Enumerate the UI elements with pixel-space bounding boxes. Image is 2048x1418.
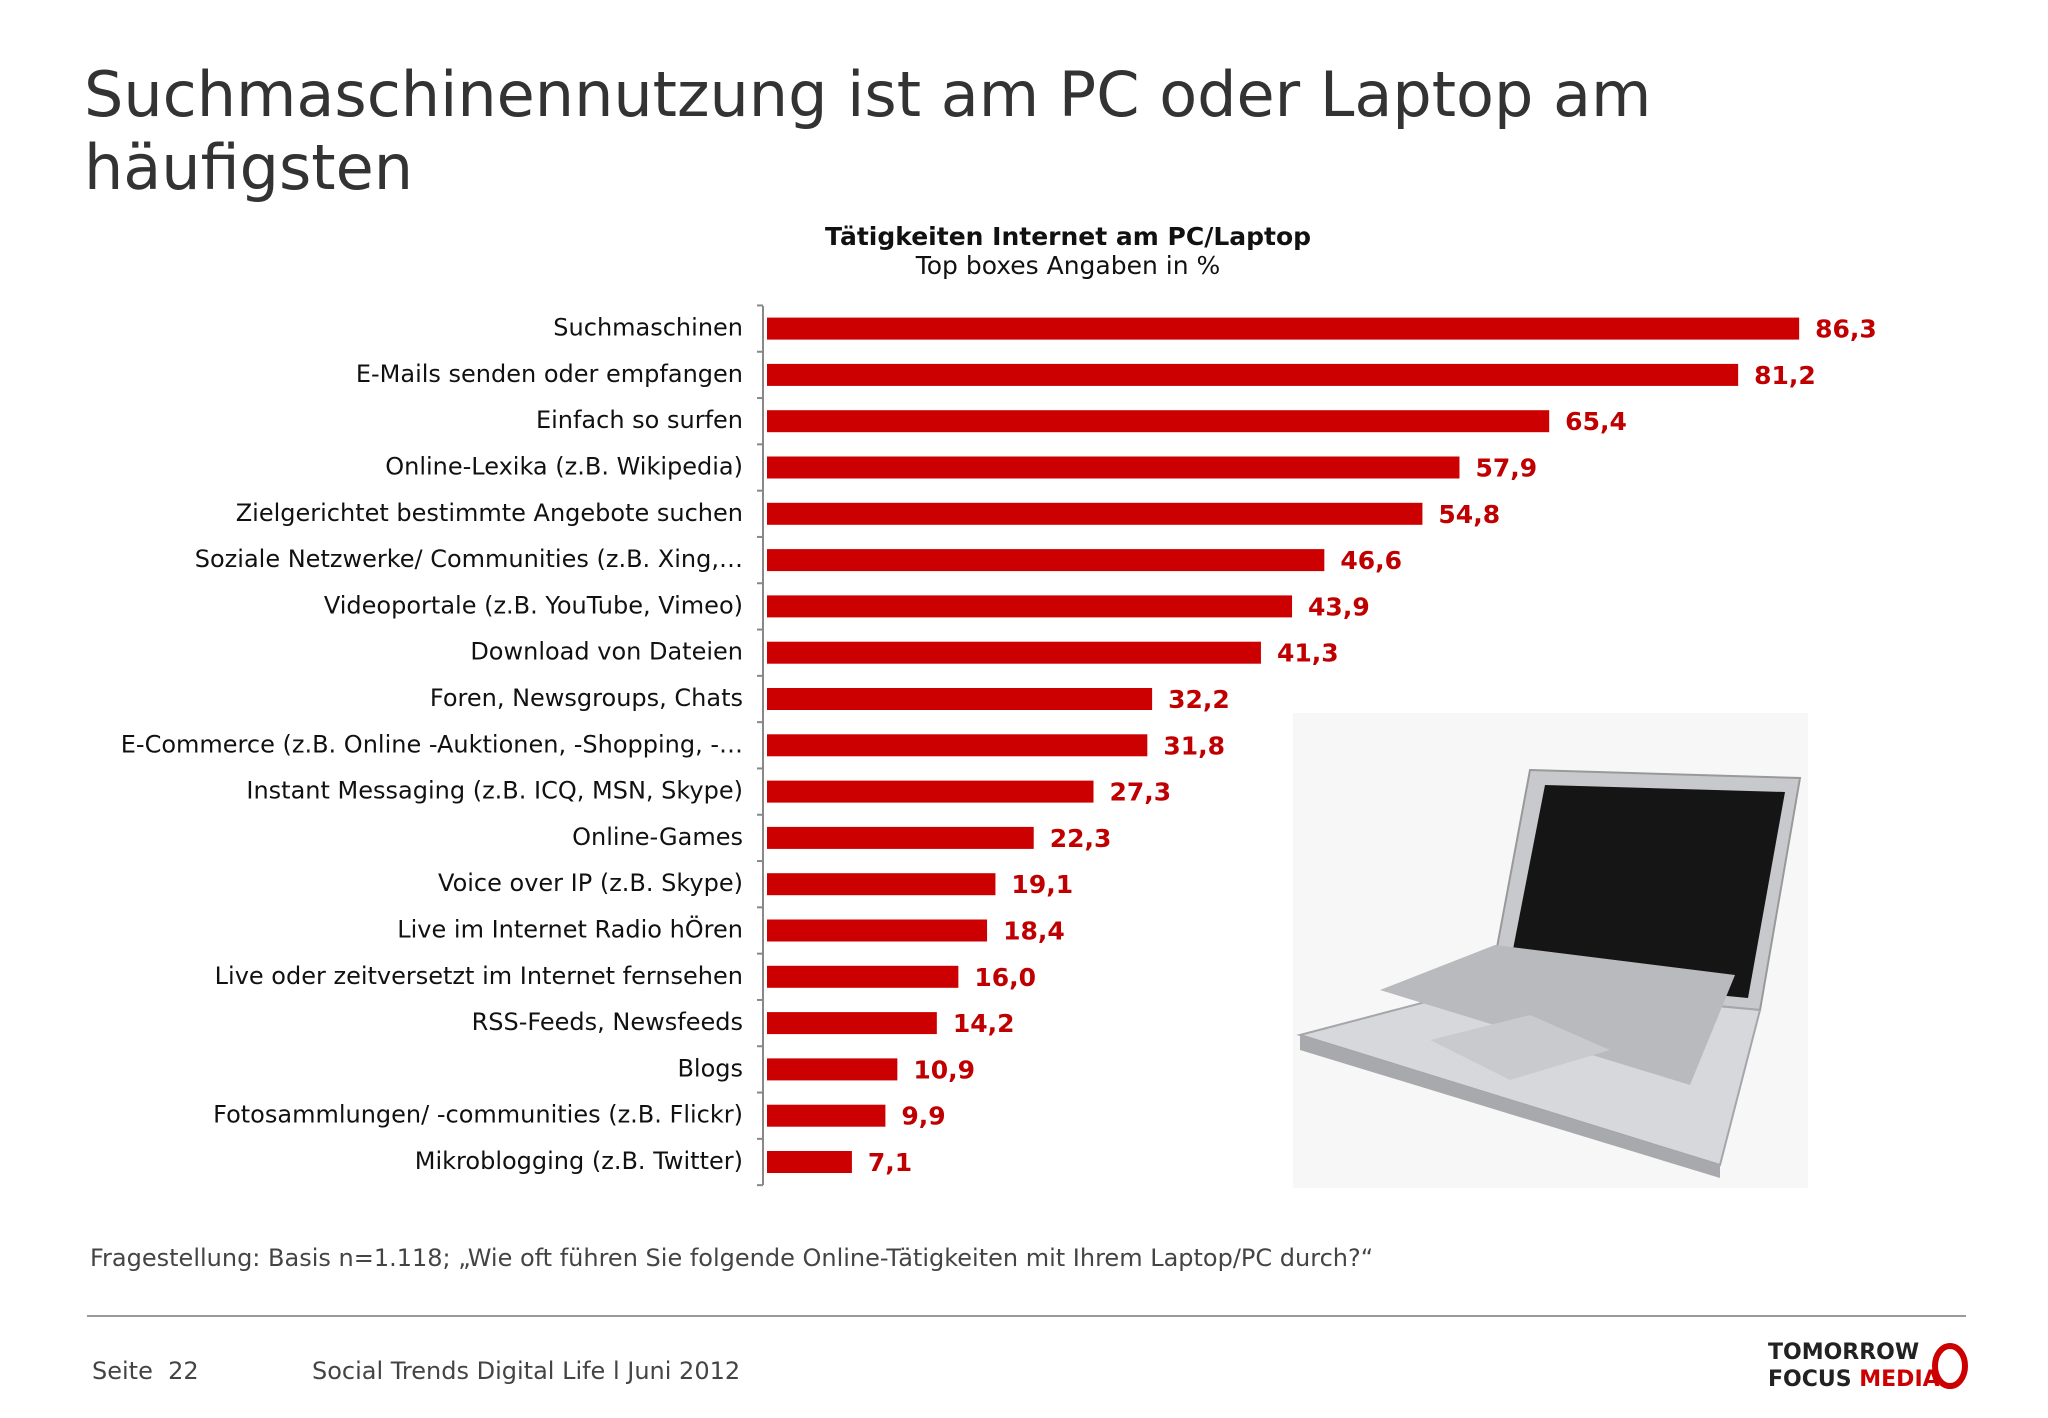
category-label: E-Commerce (z.B. Online -Auktionen, -Sho… <box>121 730 743 758</box>
value-label: 46,6 <box>1340 546 1402 575</box>
value-label: 57,9 <box>1475 454 1537 483</box>
category-label: Download von Dateien <box>470 638 743 666</box>
bar <box>767 688 1153 710</box>
category-label: Live oder zeitversetzt im Internet ferns… <box>215 962 743 990</box>
bar <box>767 641 1261 664</box>
bar <box>767 1151 852 1173</box>
footer-source: Social Trends Digital Life l Juni 2012 <box>312 1357 740 1385</box>
bar <box>767 456 1460 479</box>
value-label: 10,9 <box>913 1055 975 1084</box>
category-label: Online-Lexika (z.B. Wikipedia) <box>385 453 743 481</box>
value-label: 65,4 <box>1565 407 1627 436</box>
value-label: 16,0 <box>974 963 1036 992</box>
category-label: Fotosammlungen/ -communities (z.B. Flick… <box>213 1101 743 1129</box>
logo-mark <box>1932 1343 1968 1389</box>
value-label: 19,1 <box>1011 870 1073 899</box>
category-label: Einfach so surfen <box>536 406 743 434</box>
chart-title: Tätigkeiten Internet am PC/Laptop <box>825 222 1311 251</box>
chart-subtitle: Top boxes Angaben in % <box>915 251 1221 280</box>
laptop-image <box>1293 713 1808 1188</box>
bar <box>767 919 988 942</box>
bar <box>767 873 996 896</box>
value-label: 81,2 <box>1754 361 1816 390</box>
category-label: Soziale Netzwerke/ Communities (z.B. Xin… <box>195 545 743 573</box>
value-label: 54,8 <box>1438 500 1500 529</box>
value-label: 22,3 <box>1050 824 1112 853</box>
category-label: Instant Messaging (z.B. ICQ, MSN, Skype) <box>246 777 743 805</box>
value-label: 43,9 <box>1308 592 1370 621</box>
bar <box>767 317 1800 340</box>
bar <box>767 1012 937 1035</box>
bar <box>767 502 1423 525</box>
bar <box>767 965 959 988</box>
category-label: Voice over IP (z.B. Skype) <box>438 869 743 897</box>
bar <box>767 780 1094 803</box>
category-label: Mikroblogging (z.B. Twitter) <box>415 1147 743 1175</box>
category-label: Blogs <box>677 1054 743 1082</box>
value-label: 7,1 <box>868 1148 912 1177</box>
bar <box>767 826 1034 849</box>
category-label: RSS-Feeds, Newsfeeds <box>472 1008 743 1036</box>
value-label: 14,2 <box>953 1009 1015 1038</box>
value-label: 27,3 <box>1110 778 1172 807</box>
bar <box>767 549 1325 572</box>
logo-text: FOCUS MEDIA <box>1768 1367 1940 1392</box>
bar <box>767 1058 898 1081</box>
bar <box>767 734 1148 757</box>
category-label: Videoportale (z.B. YouTube, Vimeo) <box>324 591 743 619</box>
title: Suchmaschinennutzung ist am PC oder Lapt… <box>84 58 1651 204</box>
value-label: 41,3 <box>1277 639 1339 668</box>
footnote: Fragestellung: Basis n=1.118; „Wie oft f… <box>90 1244 1373 1272</box>
bar <box>767 1104 886 1127</box>
category-label: Zielgerichtet bestimmte Angebote suchen <box>236 499 743 527</box>
category-label: Live im Internet Radio hÖren <box>397 915 743 944</box>
bar <box>767 410 1550 433</box>
value-label: 9,9 <box>901 1102 945 1131</box>
category-label: E-Mails senden oder empfangen <box>356 360 743 388</box>
value-label: 31,8 <box>1163 731 1225 760</box>
value-label: 18,4 <box>1003 917 1065 946</box>
category-label: Online-Games <box>572 823 743 851</box>
category-label: Foren, Newsgroups, Chats <box>430 684 743 712</box>
bar <box>767 595 1293 618</box>
category-label: Suchmaschinen <box>553 314 743 342</box>
bar <box>767 363 1739 386</box>
value-label: 32,2 <box>1168 685 1230 714</box>
value-label: 86,3 <box>1815 315 1877 344</box>
page-number: Seite 22 <box>92 1357 199 1385</box>
logo-text: TOMORROW <box>1768 1340 1919 1365</box>
